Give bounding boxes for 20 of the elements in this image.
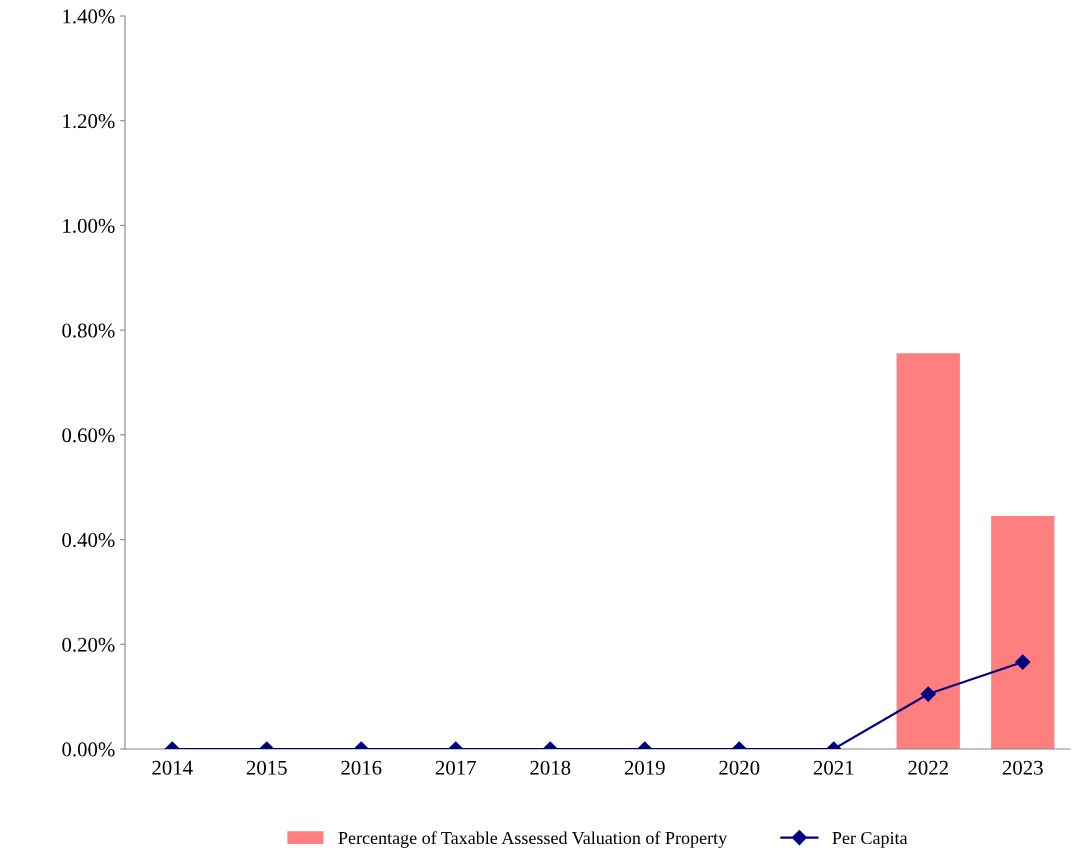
y-tick-label: 0.40% — [62, 532, 115, 548]
y-tick-label: 0.00% — [62, 742, 115, 757]
x-tick-label: 2019 — [624, 760, 665, 775]
y-tick-label: 1.20% — [63, 114, 115, 129]
x-tick-label: 2023 — [1002, 760, 1043, 775]
y-tick-label: 1.40% — [63, 9, 115, 24]
y-tick-label: 0.20% — [62, 637, 115, 652]
y-tick-label: 0.60% — [62, 428, 115, 443]
x-tick-label: 2014 — [152, 760, 193, 775]
x-tick-label: 2018 — [530, 760, 571, 775]
x-tick-label: 2020 — [719, 760, 760, 775]
x-tick-label: 2015 — [246, 760, 287, 775]
y-tick-label: 0.80% — [62, 323, 115, 338]
x-tick-label: 2017 — [435, 760, 476, 775]
y-tick-label: 1.00% — [63, 218, 115, 233]
legend-label: Percentage of Taxable Assessed Valuation of Property — [338, 831, 728, 848]
x-tick-label: 2016 — [341, 760, 382, 775]
x-tick-label: 2021 — [813, 760, 854, 775]
legend-label: Per Capita — [832, 831, 908, 848]
x-tick-label: 2022 — [908, 760, 948, 775]
